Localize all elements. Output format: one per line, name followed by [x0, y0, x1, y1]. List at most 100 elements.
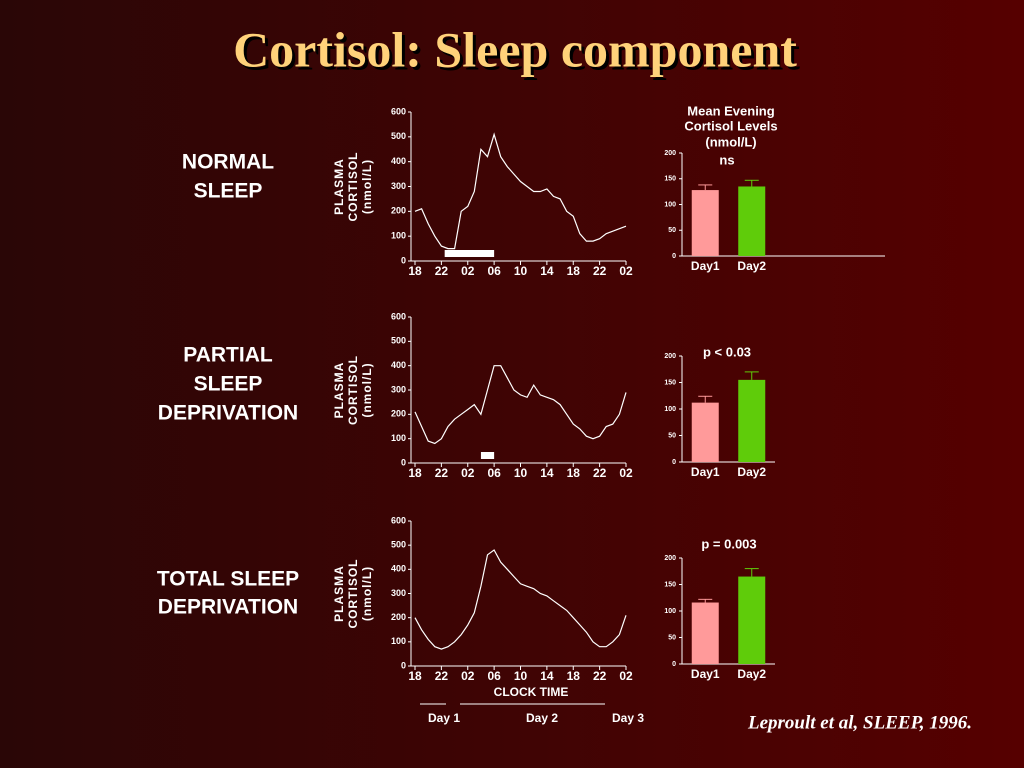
- y-tick-label: 500: [391, 540, 406, 550]
- y-tick-label: 50: [668, 227, 676, 234]
- x-tick-label: 22: [435, 466, 449, 480]
- significance: p = 0.003: [701, 536, 756, 551]
- bar: [738, 186, 766, 256]
- x-tick-label: Day1: [691, 465, 720, 479]
- significance: ns: [719, 152, 734, 167]
- y-tick-label: 400: [391, 360, 406, 370]
- y-tick-label: 400: [391, 156, 406, 166]
- x-tick-label: 06: [487, 264, 501, 278]
- y-tick-label: 300: [391, 181, 406, 191]
- bar: [691, 402, 719, 462]
- bar-chart-title: (nmol/L): [705, 134, 756, 149]
- x-tick-label: 02: [461, 669, 475, 683]
- sleep-period: [444, 250, 495, 257]
- bar: [738, 379, 766, 462]
- y-axis-label: PLASMA: [332, 565, 346, 622]
- y-tick-label: 400: [391, 564, 406, 574]
- x-axis-label: CLOCK TIME: [494, 685, 569, 699]
- bar: [738, 576, 766, 664]
- y-tick-label: 100: [391, 231, 406, 241]
- row-label: NORMAL: [182, 151, 274, 174]
- y-tick-label: 300: [391, 384, 406, 394]
- x-tick-label: 18: [567, 669, 581, 683]
- row-label: DEPRIVATION: [158, 402, 298, 425]
- day-label: Day 1: [428, 711, 460, 725]
- y-tick-label: 100: [664, 406, 676, 413]
- x-tick-label: 10: [514, 466, 528, 480]
- y-tick-label: 150: [664, 176, 676, 183]
- x-tick-label: 18: [408, 669, 422, 683]
- y-tick-label: 300: [391, 588, 406, 598]
- significance: p < 0.03: [703, 344, 751, 359]
- y-tick-label: 500: [391, 131, 406, 141]
- x-tick-label: 18: [408, 466, 422, 480]
- x-tick-label: 18: [408, 264, 422, 278]
- y-tick-label: 200: [664, 555, 676, 562]
- sleep-period: [480, 452, 495, 459]
- y-tick-label: 200: [391, 409, 406, 419]
- y-tick-label: 500: [391, 336, 406, 346]
- y-tick-label: 200: [664, 150, 676, 157]
- x-tick-label: 10: [514, 264, 528, 278]
- day-label: Day 3: [612, 711, 644, 725]
- y-tick-label: 0: [672, 459, 676, 466]
- cortisol-line: [414, 132, 627, 250]
- x-tick-label: 02: [619, 669, 633, 683]
- x-tick-label: 22: [593, 466, 607, 480]
- x-tick-label: Day2: [737, 465, 766, 479]
- bar: [691, 602, 719, 664]
- y-axis-label: PLASMA: [332, 158, 346, 215]
- y-axis-label: (nmol/L): [360, 362, 374, 417]
- y-tick-label: 50: [668, 432, 676, 439]
- row-label: PARTIAL: [183, 344, 273, 367]
- y-tick-label: 100: [664, 608, 676, 615]
- y-tick-label: 0: [401, 255, 406, 265]
- day-label: Day 2: [526, 711, 558, 725]
- x-tick-label: 02: [461, 264, 475, 278]
- x-tick-label: 02: [619, 466, 633, 480]
- cortisol-line: [414, 365, 627, 445]
- cortisol-line: [414, 549, 627, 650]
- y-tick-label: 0: [672, 661, 676, 668]
- y-axis-label: CORTISOL: [346, 355, 360, 425]
- y-tick-label: 200: [391, 206, 406, 216]
- x-tick-label: 06: [487, 669, 501, 683]
- x-tick-label: Day2: [737, 259, 766, 273]
- x-tick-label: 10: [514, 669, 528, 683]
- y-tick-label: 600: [391, 515, 406, 525]
- bar: [691, 190, 719, 256]
- bar-chart-title: Cortisol Levels: [684, 118, 777, 133]
- row-label: TOTAL SLEEP: [157, 568, 299, 591]
- x-tick-label: 02: [619, 264, 633, 278]
- y-tick-label: 150: [664, 379, 676, 386]
- y-tick-label: 600: [391, 106, 406, 116]
- x-tick-label: 02: [461, 466, 475, 480]
- x-tick-label: 22: [593, 264, 607, 278]
- y-tick-label: 150: [664, 581, 676, 588]
- row-label: SLEEP: [194, 373, 263, 396]
- x-tick-label: 22: [593, 669, 607, 683]
- y-tick-label: 200: [391, 612, 406, 622]
- y-tick-label: 0: [401, 660, 406, 670]
- citation: Leproult et al, SLEEP, 1996.: [747, 712, 972, 733]
- slide-title: Cortisol: Sleep component: [233, 21, 797, 77]
- x-tick-label: 22: [435, 264, 449, 278]
- y-tick-label: 50: [668, 634, 676, 641]
- x-tick-label: 14: [540, 264, 554, 278]
- x-tick-label: Day2: [737, 667, 766, 681]
- y-axis-label: PLASMA: [332, 362, 346, 419]
- x-tick-label: Day1: [691, 667, 720, 681]
- x-tick-label: 18: [567, 264, 581, 278]
- y-axis-label: (nmol/L): [360, 159, 374, 214]
- y-tick-label: 600: [391, 311, 406, 321]
- x-tick-label: 22: [435, 669, 449, 683]
- y-tick-label: 0: [401, 457, 406, 467]
- bar-chart-title: Mean Evening: [687, 103, 774, 118]
- y-tick-label: 100: [391, 433, 406, 443]
- x-tick-label: 14: [540, 669, 554, 683]
- y-tick-label: 100: [391, 636, 406, 646]
- x-tick-label: 14: [540, 466, 554, 480]
- y-axis-label: CORTISOL: [346, 152, 360, 222]
- x-tick-label: 06: [487, 466, 501, 480]
